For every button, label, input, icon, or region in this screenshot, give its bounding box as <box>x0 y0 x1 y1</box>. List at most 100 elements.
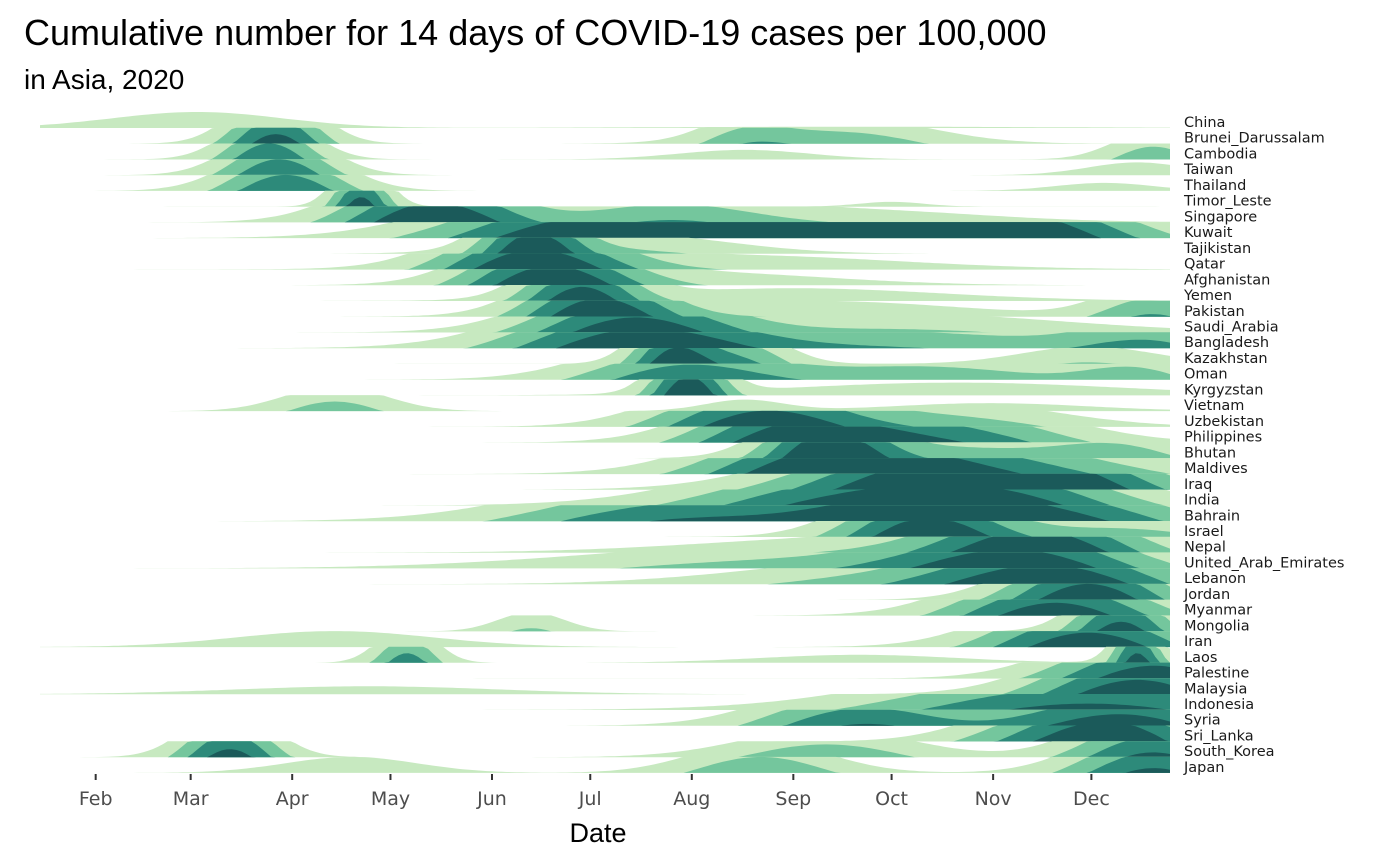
country-label: Lebanon <box>1184 571 1246 587</box>
country-label: Jordan <box>1183 587 1230 603</box>
horizon-band-4 <box>40 725 1170 742</box>
country-label: Oman <box>1184 367 1228 383</box>
horizon-row-palestine <box>40 662 1170 679</box>
horizon-row-afghanistan <box>40 269 1170 286</box>
x-tick-label: Oct <box>875 788 908 810</box>
horizon-band-1 <box>40 631 1170 648</box>
horizon-band-3 <box>40 253 1170 270</box>
country-label: Bahrain <box>1184 508 1240 524</box>
horizon-row-saudi-arabia <box>40 316 1170 333</box>
horizon-band-2 <box>40 206 1170 223</box>
horizon-band-2 <box>40 127 1170 144</box>
horizon-band-4 <box>40 286 1170 301</box>
horizon-row-israel <box>40 521 1170 537</box>
country-label: Maldives <box>1184 461 1248 477</box>
horizon-row-china <box>40 112 1170 128</box>
country-label: Sri_Lanka <box>1184 729 1254 745</box>
horizon-row-myanmar <box>40 599 1170 616</box>
country-label: Kazakhstan <box>1184 351 1268 367</box>
horizon-row-brunei-darussalam <box>40 127 1170 144</box>
horizon-row-singapore <box>40 206 1170 223</box>
horizon-row-sri-lanka <box>40 725 1170 742</box>
horizon-band-1 <box>40 127 1170 144</box>
country-label: Uzbekistan <box>1184 414 1264 430</box>
horizon-band-3 <box>40 694 1170 710</box>
horizon-row-philippines <box>40 426 1170 443</box>
horizon-band-4 <box>40 489 1170 506</box>
horizon-row-thailand <box>40 174 1170 191</box>
x-axis-title: Date <box>569 818 626 848</box>
country-label: Brunei_Darussalam <box>1184 131 1325 147</box>
country-label: Kyrgyzstan <box>1184 382 1263 398</box>
horizon-row-iran <box>40 631 1170 648</box>
horizon-band-3 <box>40 615 1170 632</box>
horizon-band-1 <box>40 174 1170 191</box>
horizon-band-3 <box>40 269 1170 286</box>
horizon-band-4 <box>40 269 1170 286</box>
horizon-row-taiwan <box>40 159 1170 176</box>
horizon-row-cambodia <box>40 143 1170 160</box>
horizon-row-vietnam <box>40 395 1170 412</box>
country-label: Timor_Leste <box>1183 194 1272 210</box>
horizon-row-indonesia <box>40 694 1170 710</box>
horizon-row-oman <box>40 363 1170 380</box>
x-tick-label: Mar <box>173 788 209 810</box>
chart-title: Cumulative number for 14 days of COVID-1… <box>24 12 1047 53</box>
country-label: Palestine <box>1184 666 1249 682</box>
horizon-row-bangladesh <box>40 332 1170 349</box>
country-label: Saudi_Arabia <box>1184 320 1279 336</box>
horizon-band-2 <box>40 159 1170 176</box>
horizon-band-1 <box>40 348 1170 364</box>
country-label: United_Arab_Emirates <box>1184 555 1344 571</box>
horizon-band-3 <box>40 599 1170 616</box>
country-label: Indonesia <box>1184 697 1254 713</box>
horizon-band-3 <box>40 143 1170 160</box>
country-labels: ChinaBrunei_DarussalamCambodiaTaiwanThai… <box>1183 115 1344 776</box>
country-label: South_Korea <box>1184 744 1275 760</box>
country-label: Taiwan <box>1183 162 1233 178</box>
country-label: Myanmar <box>1184 603 1252 619</box>
horizon-row-syria <box>40 709 1170 726</box>
horizon-row-mongolia <box>40 615 1170 632</box>
horizon-band-2 <box>40 568 1170 585</box>
horizon-band-2 <box>40 741 1170 758</box>
horizon-band-4 <box>40 632 1170 648</box>
horizon-row-kazakhstan <box>40 348 1170 364</box>
horizon-band-1 <box>40 756 1170 773</box>
country-label: Syria <box>1184 713 1221 729</box>
horizon-row-iraq <box>40 473 1170 490</box>
horizon-band-4 <box>40 536 1170 553</box>
x-tick-label: Dec <box>1073 788 1110 810</box>
horizon-band-3 <box>40 127 1170 144</box>
horizon-band-4 <box>40 473 1170 490</box>
country-label: Pakistan <box>1184 304 1245 320</box>
x-tick-label: Jul <box>578 788 602 810</box>
horizon-row-yemen <box>40 285 1170 301</box>
horizon-row-kuwait <box>40 222 1170 239</box>
country-label: Singapore <box>1184 209 1257 225</box>
horizon-band-2 <box>40 536 1170 553</box>
horizon-row-uzbekistan <box>40 410 1170 427</box>
country-label: Iraq <box>1184 477 1212 493</box>
x-tick-label: Apr <box>276 788 309 810</box>
horizon-band-2 <box>40 662 1170 679</box>
horizon-band-2 <box>40 725 1170 742</box>
horizon-band-4 <box>40 134 1170 144</box>
country-label: Philippines <box>1184 430 1262 446</box>
horizon-band-4 <box>40 426 1170 443</box>
horizon-band-1 <box>40 159 1170 176</box>
horizon-band-3 <box>40 709 1170 726</box>
horizon-row-japan <box>40 756 1170 773</box>
horizon-row-india <box>40 489 1170 506</box>
horizon-band-3 <box>40 678 1170 695</box>
horizon-row-bhutan <box>40 442 1170 459</box>
horizon-row-laos <box>40 646 1170 663</box>
horizon-band-1 <box>40 615 1170 632</box>
horizon-band-1 <box>40 678 1170 695</box>
horizon-row-maldives <box>40 458 1170 475</box>
horizon-row-nepal <box>40 536 1170 553</box>
horizon-band-1 <box>40 662 1170 679</box>
horizon-band-1 <box>40 143 1170 160</box>
horizon-band-4 <box>40 300 1170 317</box>
x-axis: Feb Mar Apr May Jun Jul Aug Sep Oct Nov Dec <box>79 774 1110 810</box>
